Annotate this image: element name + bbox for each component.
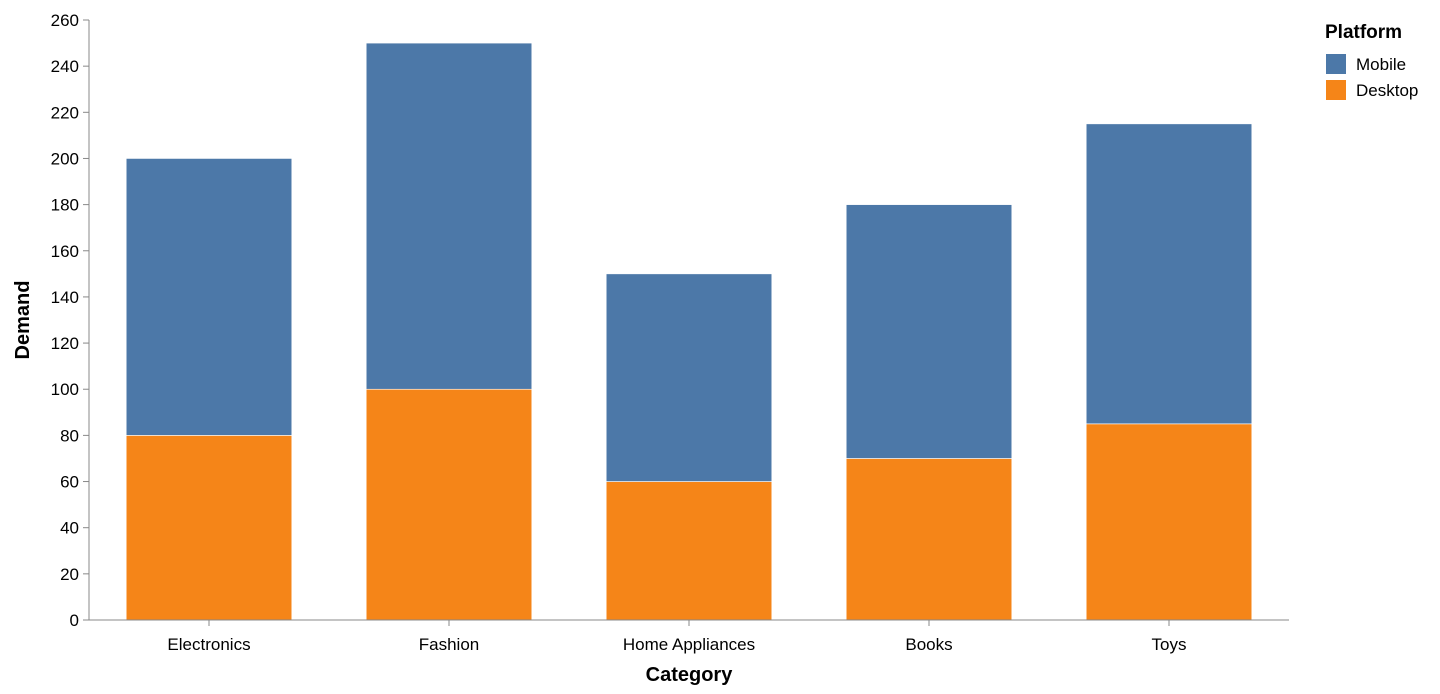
bars-layer bbox=[125, 42, 1253, 621]
y-tick-label: 160 bbox=[51, 242, 79, 261]
bar-mobile-fashion bbox=[365, 42, 533, 390]
legend-title: Platform bbox=[1325, 22, 1402, 43]
bar-mobile-home-appliances bbox=[605, 273, 773, 482]
bar-mobile-books bbox=[845, 204, 1013, 459]
y-tick-label: 240 bbox=[51, 57, 79, 76]
y-tick-label: 260 bbox=[51, 11, 79, 30]
y-tick-label: 120 bbox=[51, 334, 79, 353]
x-tick-label: Toys bbox=[1152, 635, 1187, 654]
y-tick-label: 180 bbox=[51, 196, 79, 215]
x-axis-title: Category bbox=[646, 664, 734, 686]
bar-desktop-toys bbox=[1085, 423, 1253, 621]
legend-swatch-desktop bbox=[1326, 80, 1346, 100]
y-tick-label: 80 bbox=[60, 426, 79, 445]
y-ticks: 0 20 40 60 80 100 120 140 160 180 200 220 240 260 bbox=[51, 11, 89, 630]
x-axis: Electronics Fashion Home Appliances Books To… bbox=[89, 619, 1289, 654]
y-tick-label: 40 bbox=[60, 519, 79, 538]
y-tick-label: 200 bbox=[51, 149, 79, 168]
y-tick-label: 220 bbox=[51, 103, 79, 122]
bar-desktop-home-appliances bbox=[605, 481, 773, 621]
y-tick-label: 0 bbox=[70, 611, 79, 630]
x-tick-label: Fashion bbox=[419, 635, 479, 654]
legend-swatch-mobile bbox=[1326, 54, 1346, 74]
bar-mobile-electronics bbox=[125, 158, 293, 436]
y-tick-label: 100 bbox=[51, 380, 79, 399]
y-axis-title: Demand bbox=[12, 281, 34, 360]
legend-items: Mobile Desktop bbox=[1326, 54, 1418, 100]
y-axis: 0 20 40 60 80 100 120 140 160 180 200 220 240 260 bbox=[51, 11, 90, 630]
legend-label-mobile: Mobile bbox=[1356, 55, 1406, 74]
bar-mobile-toys bbox=[1085, 123, 1253, 425]
y-tick-label: 140 bbox=[51, 288, 79, 307]
legend-label-desktop: Desktop bbox=[1356, 81, 1418, 100]
x-tick-label: Electronics bbox=[167, 635, 250, 654]
legend: Platform Mobile Desktop bbox=[1325, 22, 1418, 100]
x-ticks: Electronics Fashion Home Appliances Books To… bbox=[167, 620, 1186, 654]
y-tick-label: 60 bbox=[60, 473, 79, 492]
x-tick-label: Books bbox=[905, 635, 952, 654]
x-tick-label: Home Appliances bbox=[623, 635, 755, 654]
y-tick-label: 20 bbox=[60, 565, 79, 584]
bar-desktop-books bbox=[845, 458, 1013, 621]
bar-desktop-electronics bbox=[125, 435, 293, 621]
bar-desktop-fashion bbox=[365, 388, 533, 621]
